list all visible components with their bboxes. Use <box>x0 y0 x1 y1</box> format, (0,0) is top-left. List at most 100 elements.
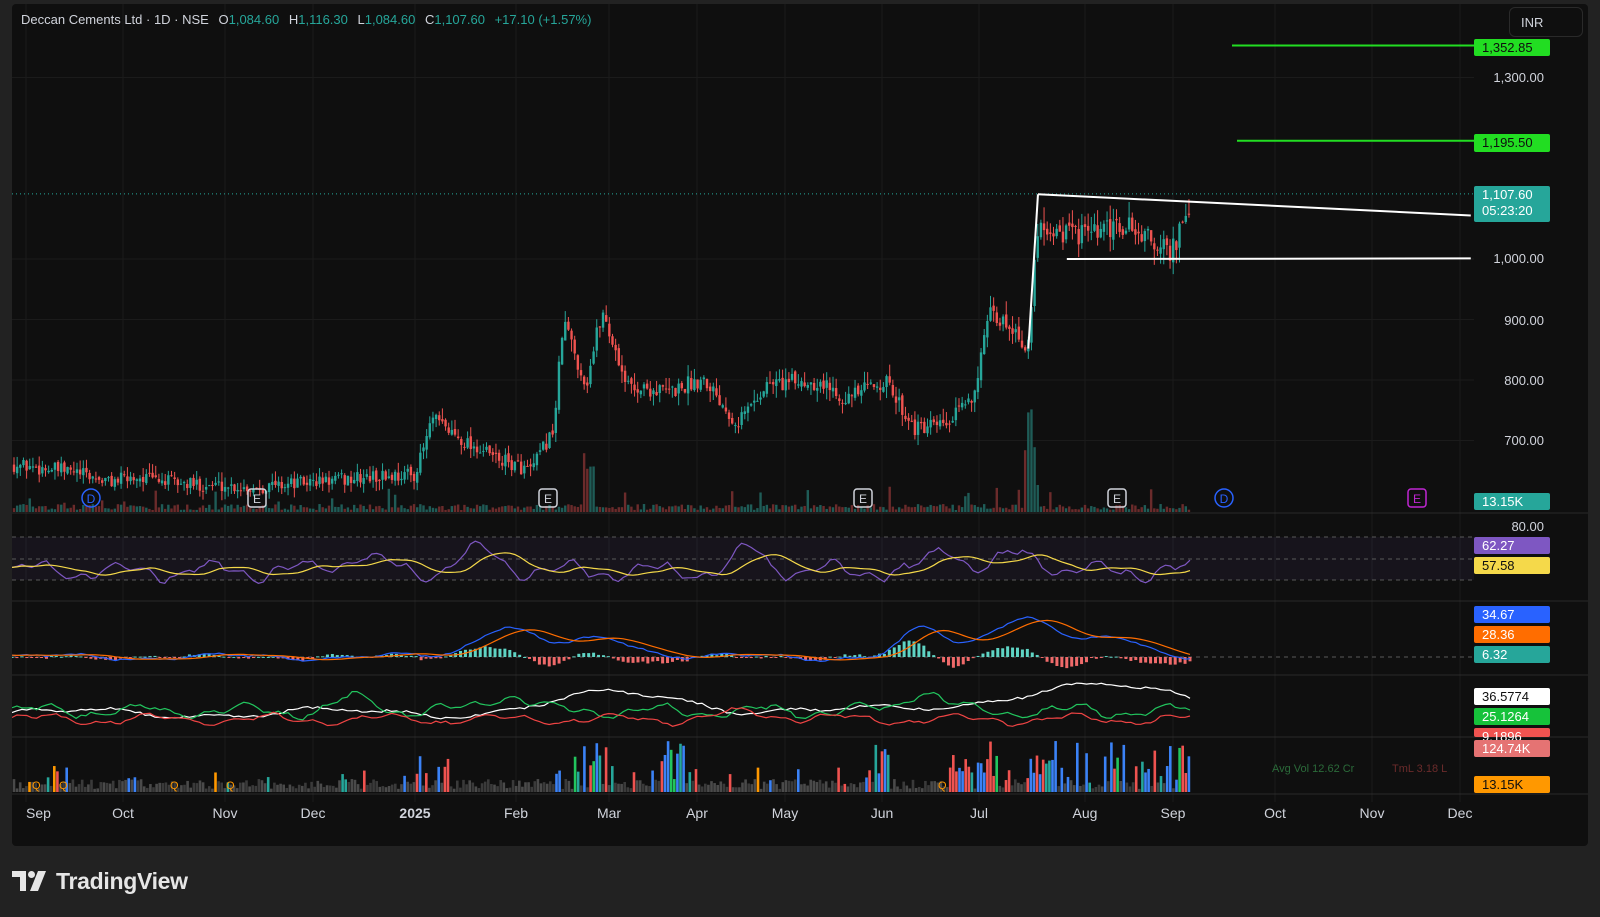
signal-tag: 28.36 <box>1474 626 1550 643</box>
candlestick-series <box>12 199 1191 501</box>
macd-histogram-bar <box>498 648 502 657</box>
chart-canvas[interactable]: D E E E E D E Q Q Q Q Q Avg Vol 12.62 Cr TmL 3.18 L 1,… <box>12 4 1588 846</box>
candle-body <box>693 379 696 391</box>
candle-body <box>126 476 129 482</box>
earnings-marker[interactable]: E <box>247 488 267 508</box>
dividend-marker[interactable]: D <box>1214 488 1234 508</box>
macd-histogram-bar <box>256 656 260 658</box>
volume-bar-overlay <box>636 504 639 512</box>
volume-bar-overlay <box>623 492 627 512</box>
candle-body <box>1149 230 1153 242</box>
volume-bar <box>121 781 124 792</box>
quarter-marker[interactable]: Q <box>938 780 947 792</box>
volume-bar <box>477 788 481 792</box>
volume-bar <box>192 782 196 792</box>
macd-histogram-bar <box>749 657 753 659</box>
macd-histogram-bar <box>64 656 68 658</box>
time-axis-label: 2025 <box>399 805 430 821</box>
volume-bar-overlay <box>970 504 973 512</box>
macd-histogram-bar <box>833 657 837 658</box>
volume-bar-overlay <box>19 504 22 512</box>
volume-bar <box>282 784 285 792</box>
macd-histogram-bar <box>675 657 679 661</box>
candle-body <box>907 417 910 421</box>
volume-bar-overlay <box>841 507 844 512</box>
quarter-marker[interactable]: Q <box>59 780 68 792</box>
volume-bar <box>502 782 506 792</box>
rsi-ma-tag: 57.58 <box>1474 557 1550 574</box>
volume-bar-overlay <box>617 507 620 512</box>
candle-body <box>85 467 88 473</box>
volume-ma-tag-bg <box>1474 740 1550 757</box>
volume-bar <box>521 786 524 792</box>
volume-bar <box>626 787 630 792</box>
volume-bar-overlay <box>179 509 183 512</box>
volume-bar <box>942 786 946 792</box>
volume-bar-overlay <box>800 506 803 512</box>
earnings-marker[interactable]: E <box>853 488 873 508</box>
volume-bar <box>1175 779 1178 792</box>
candle-body <box>422 447 425 452</box>
volume-bar-overlay <box>834 504 838 512</box>
volume-bar <box>902 781 905 792</box>
candle-body <box>267 483 271 493</box>
candle-body <box>321 477 324 484</box>
candle-body <box>983 335 986 355</box>
volume-bar-overlay <box>129 505 132 512</box>
dividend-marker[interactable]: D <box>81 488 101 508</box>
volume-bar <box>542 782 546 792</box>
quarter-marker[interactable]: Q <box>226 780 235 792</box>
avg-volume-text: Avg Vol 12.62 Cr <box>1272 763 1355 775</box>
turnover-text: TmL 3.18 L <box>1392 763 1447 775</box>
macd-histogram-bar <box>828 656 832 658</box>
volume-bar-overlay <box>973 505 976 512</box>
earnings-marker[interactable]: E <box>1407 488 1427 508</box>
volume-bar-overlay <box>649 508 652 512</box>
volume-bar-overlay <box>453 505 457 512</box>
volume-bar-overlay <box>56 504 60 512</box>
volume-bar <box>400 784 403 792</box>
candle-body <box>1058 225 1061 232</box>
candle-body <box>192 477 195 486</box>
volume-bar-overlay <box>1096 508 1099 512</box>
volume-bar-overlay <box>1055 507 1058 512</box>
symbol-title[interactable]: Deccan Cements Ltd · 1D · NSE <box>21 12 209 27</box>
macd-histogram-bar <box>616 657 620 661</box>
macd-histogram-bar <box>330 653 334 657</box>
currency-button[interactable]: INR <box>1509 7 1583 37</box>
candle-body <box>973 390 976 403</box>
candle-body <box>1112 221 1115 240</box>
candle-body <box>135 479 139 481</box>
time-axis-label: May <box>772 805 798 821</box>
candle-body <box>419 452 422 473</box>
volume-bar <box>1038 774 1042 792</box>
earnings-marker[interactable]: E <box>1107 488 1127 508</box>
candle-body <box>620 365 624 372</box>
tradingview-logo[interactable]: TradingView <box>12 866 188 896</box>
candle-body <box>834 388 838 397</box>
macd-histogram-bar <box>325 654 329 657</box>
candle-body <box>513 461 517 471</box>
volume-bar-overlay <box>989 508 992 512</box>
macd-histogram-bar <box>774 657 778 658</box>
macd-histogram-bar <box>537 657 541 665</box>
candle-body <box>570 330 573 340</box>
volume-bar <box>167 784 171 792</box>
volume-bar <box>456 780 459 792</box>
quarter-marker[interactable]: Q <box>170 780 179 792</box>
macd-histogram-bar <box>523 656 527 658</box>
volume-bar-overlay <box>721 508 724 512</box>
candle-body <box>1168 245 1172 261</box>
chart-panel[interactable]: D E E E E D E Q Q Q Q Q Avg Vol 12.62 Cr TmL 3.18 L 1,… <box>12 4 1588 846</box>
candle-body <box>595 327 598 351</box>
volume-bar-overlay <box>441 505 444 512</box>
volume-bar <box>704 783 707 792</box>
macd-histogram-bar <box>730 655 734 657</box>
volume-bar <box>688 772 692 792</box>
quarter-marker[interactable]: Q <box>32 780 41 792</box>
volume-bar-overlay <box>286 509 290 512</box>
volume-bar <box>1048 760 1051 792</box>
macd-histogram-bar <box>942 657 946 663</box>
volume-bar <box>722 783 726 792</box>
earnings-marker[interactable]: E <box>538 488 558 508</box>
